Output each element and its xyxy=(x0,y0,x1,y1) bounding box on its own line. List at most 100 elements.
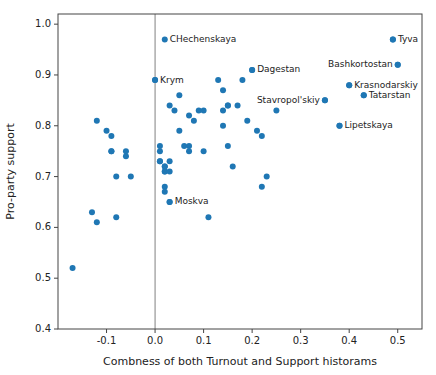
labeled-point xyxy=(346,82,352,88)
y-tick xyxy=(54,329,58,330)
scatter-point xyxy=(94,118,100,124)
labeled-point xyxy=(249,67,255,73)
y-tick-label: 0.4 xyxy=(35,323,51,334)
scatter-point xyxy=(259,133,265,139)
scatter-point xyxy=(322,97,328,103)
scatter-point xyxy=(113,214,119,220)
x-tick xyxy=(252,329,253,333)
scatter-point xyxy=(395,62,401,68)
labeled-point xyxy=(162,36,168,42)
x-tick xyxy=(300,329,301,333)
labeled-point xyxy=(167,199,173,205)
scatter-point xyxy=(244,118,250,124)
scatter-point xyxy=(225,102,231,108)
point-label: Bashkortostan xyxy=(328,59,393,69)
point-label: Krym xyxy=(160,75,184,85)
scatter-point xyxy=(186,113,192,119)
scatter-point xyxy=(259,184,265,190)
scatter-point xyxy=(157,148,163,154)
x-tick-label: 0.4 xyxy=(341,335,357,346)
x-tick-label: 0.1 xyxy=(196,335,212,346)
scatter-point xyxy=(167,158,173,164)
scatter-point xyxy=(167,199,173,205)
scatter-point xyxy=(254,128,260,134)
x-tick xyxy=(397,329,398,333)
scatter-point xyxy=(201,108,207,114)
scatter-point xyxy=(152,77,158,83)
x-axis-label: Combness of both Turnout and Support his… xyxy=(103,355,377,368)
y-tick xyxy=(54,74,58,75)
scatter-point xyxy=(128,174,134,180)
x-tick-label: -0.1 xyxy=(97,335,117,346)
x-tick-label: 0.2 xyxy=(244,335,260,346)
point-label: Dagestan xyxy=(257,64,300,74)
scatter-point xyxy=(264,174,270,180)
scatter-point xyxy=(390,36,396,42)
labeled-point xyxy=(322,97,328,103)
scatter-point xyxy=(104,128,110,134)
scatter-point xyxy=(108,133,114,139)
scatter-point xyxy=(346,82,352,88)
x-tick xyxy=(203,329,204,333)
y-tick xyxy=(54,176,58,177)
scatter-point xyxy=(191,118,197,124)
x-tick-label: 0.5 xyxy=(390,335,406,346)
y-tick xyxy=(54,24,58,25)
scatter-point xyxy=(171,108,177,114)
x-tick xyxy=(106,329,107,333)
scatter-point xyxy=(123,153,129,159)
point-label: Tyva xyxy=(397,34,418,44)
y-axis-label: Pro-party support xyxy=(4,123,17,220)
scatter-point xyxy=(157,158,163,164)
y-tick-label: 1.0 xyxy=(35,18,51,29)
point-label: Stavropol'skiy xyxy=(257,95,321,105)
scatter-point xyxy=(336,123,342,129)
point-label: Moskva xyxy=(175,196,209,206)
x-tick xyxy=(155,329,156,333)
labeled-point xyxy=(152,77,158,83)
scatter-point xyxy=(167,169,173,175)
scatter-point xyxy=(361,92,367,98)
scatter-point xyxy=(220,108,226,114)
labeled-point xyxy=(390,36,396,42)
scatter-point xyxy=(89,209,95,215)
scatter-point xyxy=(167,102,173,108)
scatter-point xyxy=(162,189,168,195)
plot-frame xyxy=(58,14,422,329)
y-tick-label: 0.7 xyxy=(35,171,51,182)
scatter-point xyxy=(157,158,163,164)
scatter-point xyxy=(201,148,207,154)
scatter-point xyxy=(235,102,241,108)
point-label: Tatarstan xyxy=(368,90,411,100)
scatter-point xyxy=(108,148,114,154)
scatter-point xyxy=(205,214,211,220)
scatter-point xyxy=(176,128,182,134)
y-tick-label: 0.9 xyxy=(35,69,51,80)
reference-line xyxy=(155,14,156,329)
scatter-point xyxy=(113,174,119,180)
scatter-point xyxy=(225,143,231,149)
y-tick xyxy=(54,125,58,126)
scatter-point xyxy=(215,77,221,83)
point-label: Krasnodarskiy xyxy=(354,80,418,90)
y-tick-label: 0.8 xyxy=(35,120,51,131)
scatter-point xyxy=(186,148,192,154)
scatter-point xyxy=(176,92,182,98)
y-tick xyxy=(54,227,58,228)
scatter-point xyxy=(249,67,255,73)
labeled-point xyxy=(336,123,342,129)
scatter-point xyxy=(220,87,226,93)
scatter-point xyxy=(225,102,231,108)
scatter-point xyxy=(230,163,236,169)
marks xyxy=(70,14,401,329)
scatter-point xyxy=(108,148,114,154)
x-tick xyxy=(349,329,350,333)
point-label: CHechenskaya xyxy=(170,34,237,44)
y-tick xyxy=(54,278,58,279)
point-label: Lipetskaya xyxy=(344,120,392,130)
x-tick-label: 0.0 xyxy=(147,335,163,346)
scatter-point xyxy=(273,108,279,114)
labeled-point xyxy=(395,62,401,68)
chart: -0.10.00.10.20.30.40.50.40.50.60.70.80.9… xyxy=(0,0,436,375)
y-tick-label: 0.5 xyxy=(35,272,51,283)
